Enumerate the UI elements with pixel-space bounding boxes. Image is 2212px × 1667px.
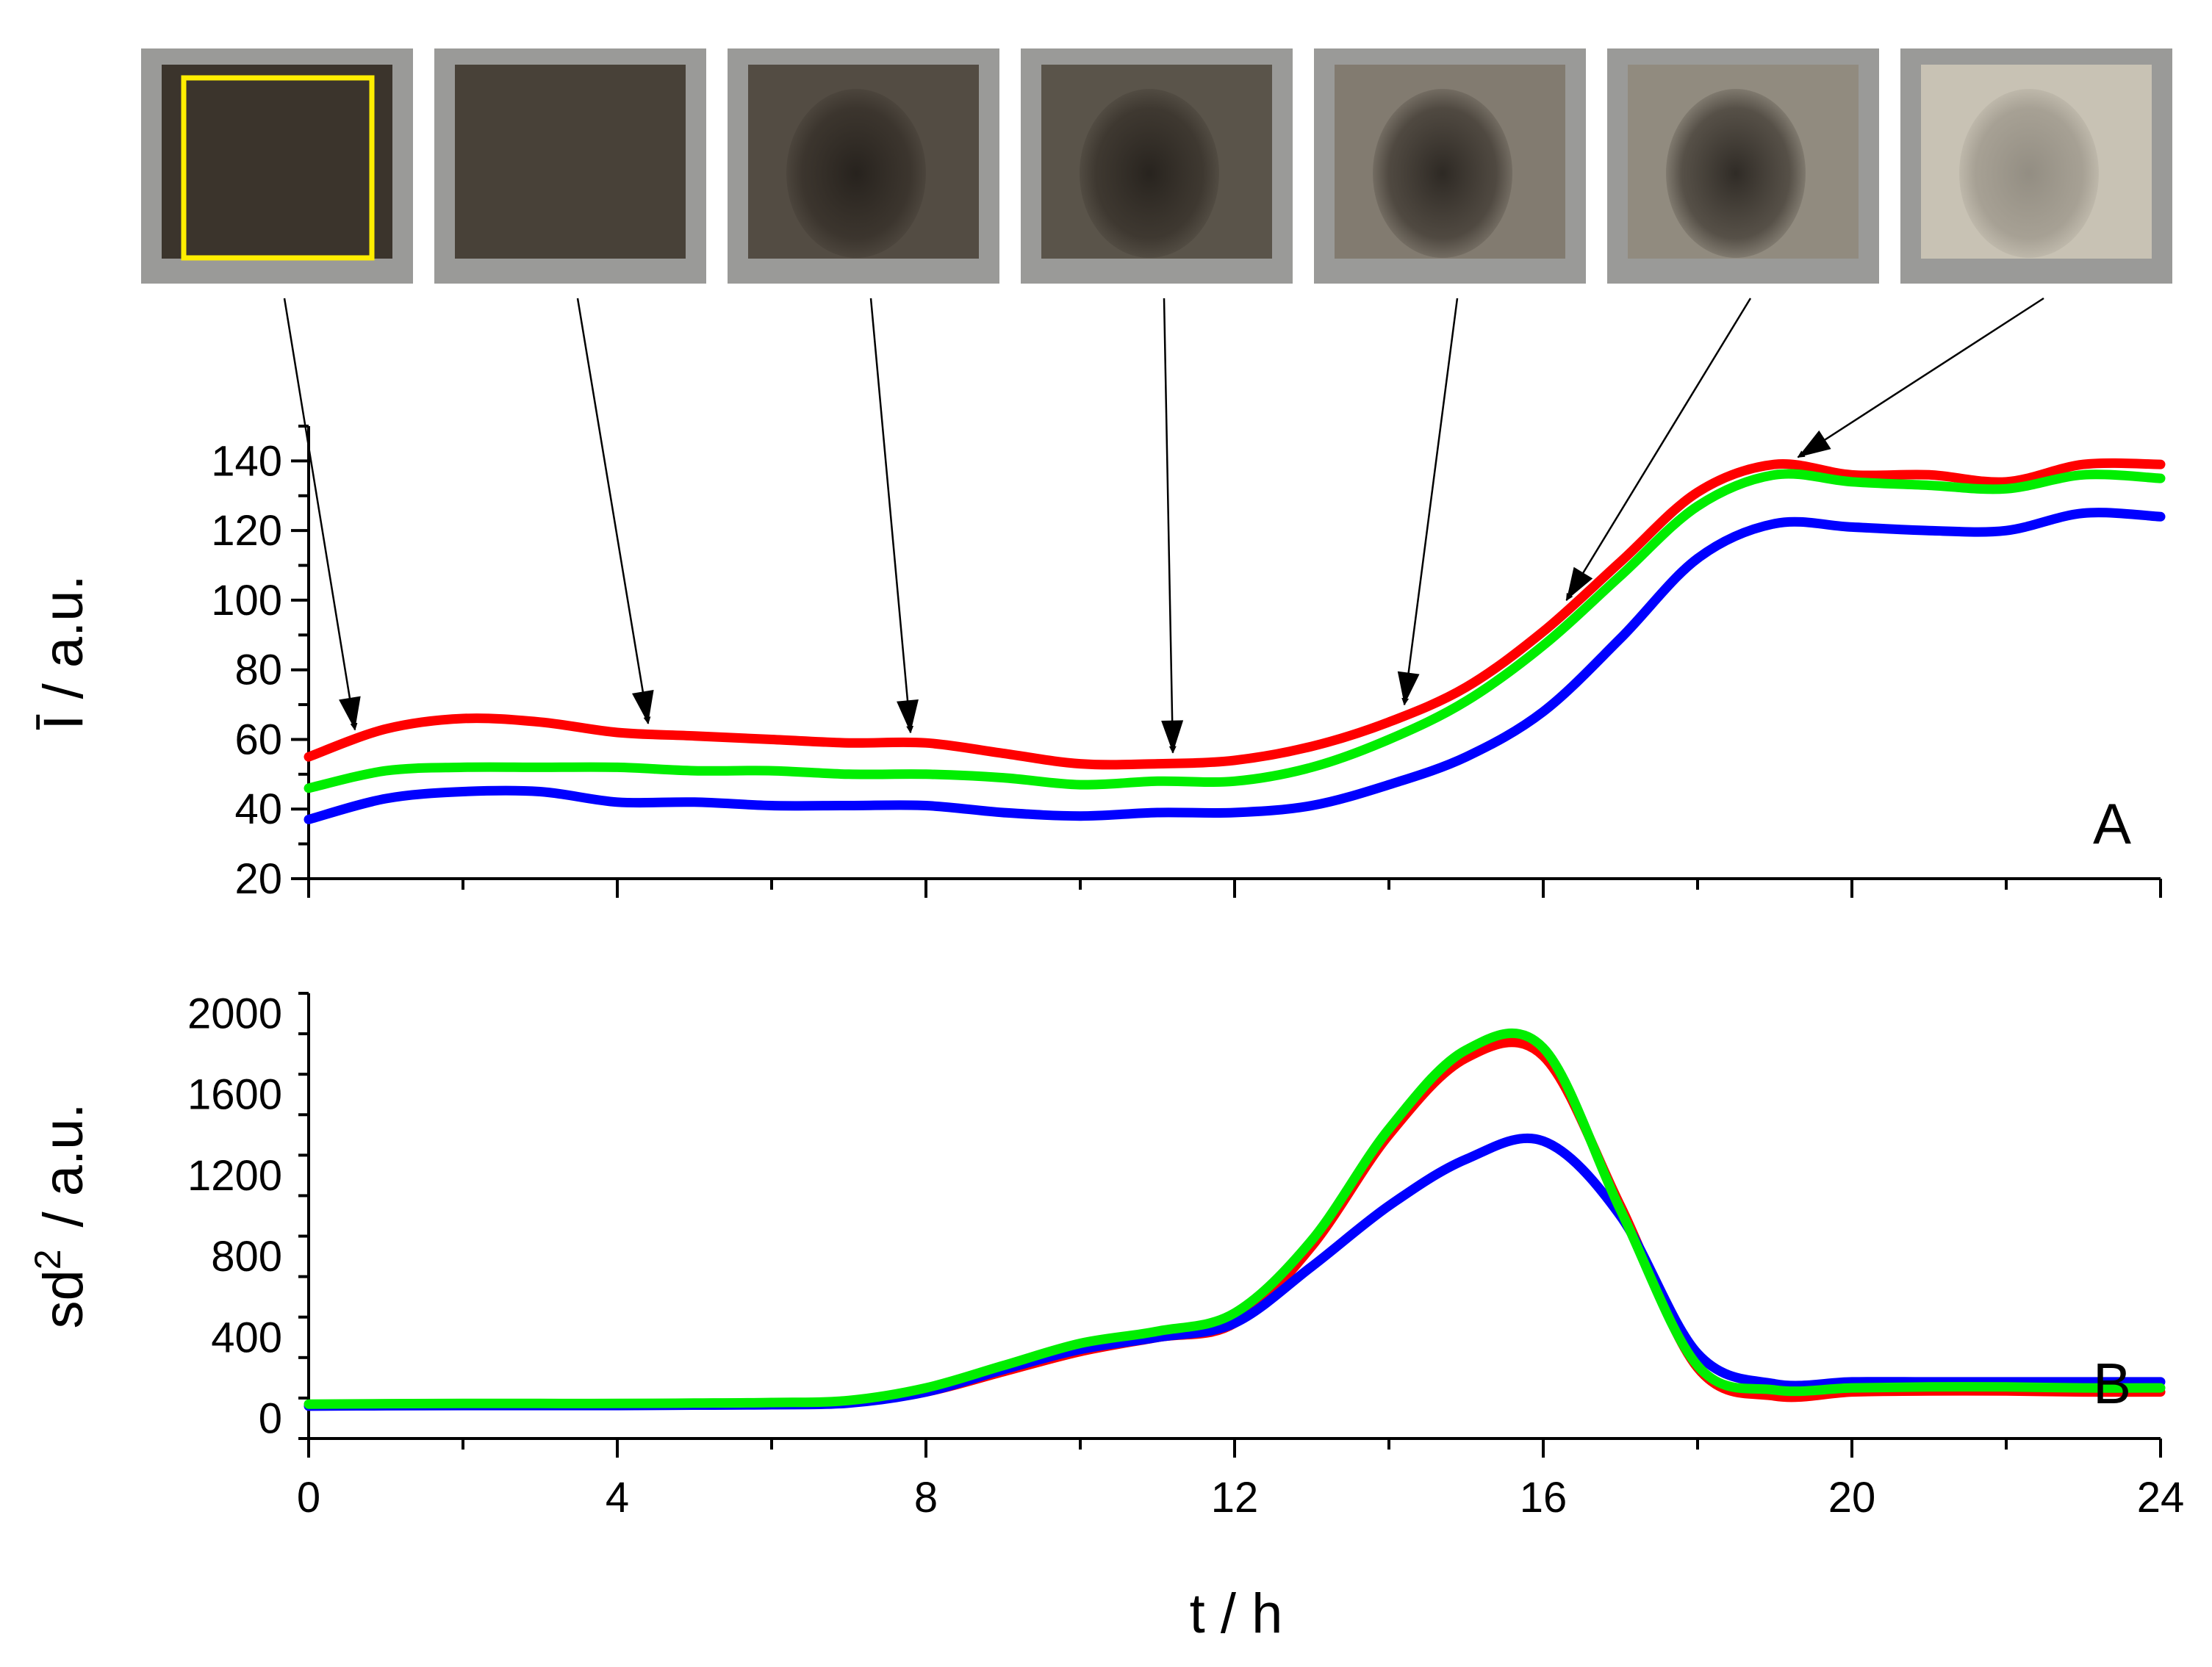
panel-b-y-axis-title-main: sd xyxy=(32,1270,95,1328)
panel-a-y-tick-label: 120 xyxy=(211,507,282,555)
photo-arrowhead-5 xyxy=(1397,671,1420,705)
x-axis-title: t / h xyxy=(1190,1583,1283,1645)
panel-b-x-tick-label: 0 xyxy=(297,1474,320,1522)
photo-arrow-4 xyxy=(1163,298,1177,754)
panel-b-y-tick-label: 1600 xyxy=(187,1071,282,1119)
photo-arrow-1 xyxy=(283,298,358,731)
photo-arrowhead-3 xyxy=(897,699,919,733)
panel-a-y-tick-label: 80 xyxy=(234,647,282,694)
sample-photo-4 xyxy=(1021,48,1293,284)
panel-b-series-line-0 xyxy=(304,1037,2166,1410)
sample-photo-5 xyxy=(1314,48,1586,284)
panel-a-y-tick-label: 100 xyxy=(211,577,282,624)
panel-b-series-line-2 xyxy=(304,1028,2166,1409)
photo-arrowhead-6 xyxy=(1566,566,1593,601)
sample-photo-7 xyxy=(1900,48,2172,284)
panel-b-y-tick-label: 2000 xyxy=(187,990,282,1038)
panel-b-x-tick-label: 4 xyxy=(606,1474,629,1522)
photo-arrowhead-1 xyxy=(339,696,361,730)
photo-arrow-5 xyxy=(1401,298,1459,706)
panel-a-y-tick-label: 60 xyxy=(234,716,282,763)
panel-a-label: A xyxy=(2093,791,2131,856)
panel-b-label: B xyxy=(2093,1351,2131,1416)
panel-b-y-tick-label: 400 xyxy=(211,1314,282,1361)
panel-b-x-tick-label: 12 xyxy=(1211,1474,1259,1522)
panel-a-series-line-2 xyxy=(304,508,2166,824)
panel-b-y-axis-title-unit: / a.u. xyxy=(32,1103,95,1227)
photo-arrow-6 xyxy=(1565,298,1752,601)
panel-b-y-tick-label: 1200 xyxy=(187,1152,282,1200)
panel-a-y-tick-label: 140 xyxy=(211,437,282,485)
panel-a-chart: 20 40 60 80 100 120 140 A Ī / a.u. xyxy=(32,425,2166,903)
photo-arrow-7 xyxy=(1797,297,2044,458)
panel-b-series-line-1 xyxy=(304,1133,2166,1411)
panel-a-y-axis-title: Ī / a.u. xyxy=(32,575,95,730)
panel-b-y-axis-title-sup: 2 xyxy=(27,1249,68,1270)
sample-photo-3 xyxy=(728,48,999,284)
panel-a-series-line-0 xyxy=(304,458,2166,770)
panel-b-y-tick-label: 800 xyxy=(211,1233,282,1281)
panel-b-x-tick-label: 8 xyxy=(914,1474,938,1522)
sample-photo-6 xyxy=(1607,48,1879,284)
panel-b-x-tick-label: 20 xyxy=(1828,1474,1876,1522)
sample-photo-strip xyxy=(141,48,2172,284)
photo-arrowhead-4 xyxy=(1161,720,1184,753)
photo-arrow-2 xyxy=(576,298,651,724)
photo-arrows xyxy=(283,297,2044,754)
roi-box xyxy=(181,75,375,261)
photo-arrow-3 xyxy=(869,298,914,734)
sample-photo-2 xyxy=(434,48,706,284)
panel-a-y-tick-label: 40 xyxy=(234,785,282,833)
photo-arrowhead-2 xyxy=(632,690,654,724)
panel-b-y-tick-label: 0 xyxy=(259,1394,282,1442)
panel-a-series-line-1 xyxy=(304,469,2166,793)
sample-photo-1 xyxy=(141,48,413,284)
photo-arrowhead-7 xyxy=(1798,430,1831,458)
panel-b-x-tick-label: 16 xyxy=(1520,1474,1568,1522)
panel-a-y-tick-label: 20 xyxy=(234,855,282,903)
panel-b-x-tick-label: 24 xyxy=(2137,1474,2185,1522)
panel-b-y-axis-title: sd2 / a.u. xyxy=(27,1103,95,1328)
